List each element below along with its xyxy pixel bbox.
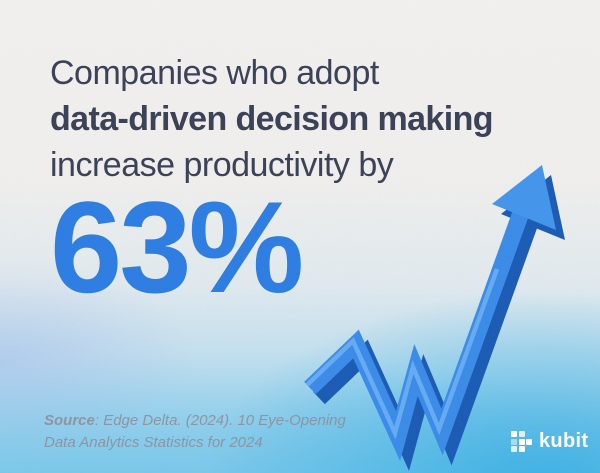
headline-line-1: Companies who adopt xyxy=(50,54,379,92)
source-line-1: Source: Edge Delta. (2024). 10 Eye-Openi… xyxy=(44,410,346,432)
headline-line-2-bold: data-driven decision making xyxy=(50,100,494,138)
brand-pixel-grid-icon xyxy=(511,431,532,452)
source-citation: Source: Edge Delta. (2024). 10 Eye-Openi… xyxy=(44,410,346,454)
brand-name: kubit xyxy=(539,430,589,452)
stat-value: 63% xyxy=(50,174,304,320)
arrow-face xyxy=(304,165,556,461)
source-line-1-rest: : Edge Delta. (2024). 10 Eye-Opening xyxy=(94,412,346,429)
source-line-2: Data Analytics Statistics for 2024 xyxy=(44,434,263,451)
brand-logo: kubit xyxy=(511,431,588,452)
source-label: Source xyxy=(44,412,95,429)
